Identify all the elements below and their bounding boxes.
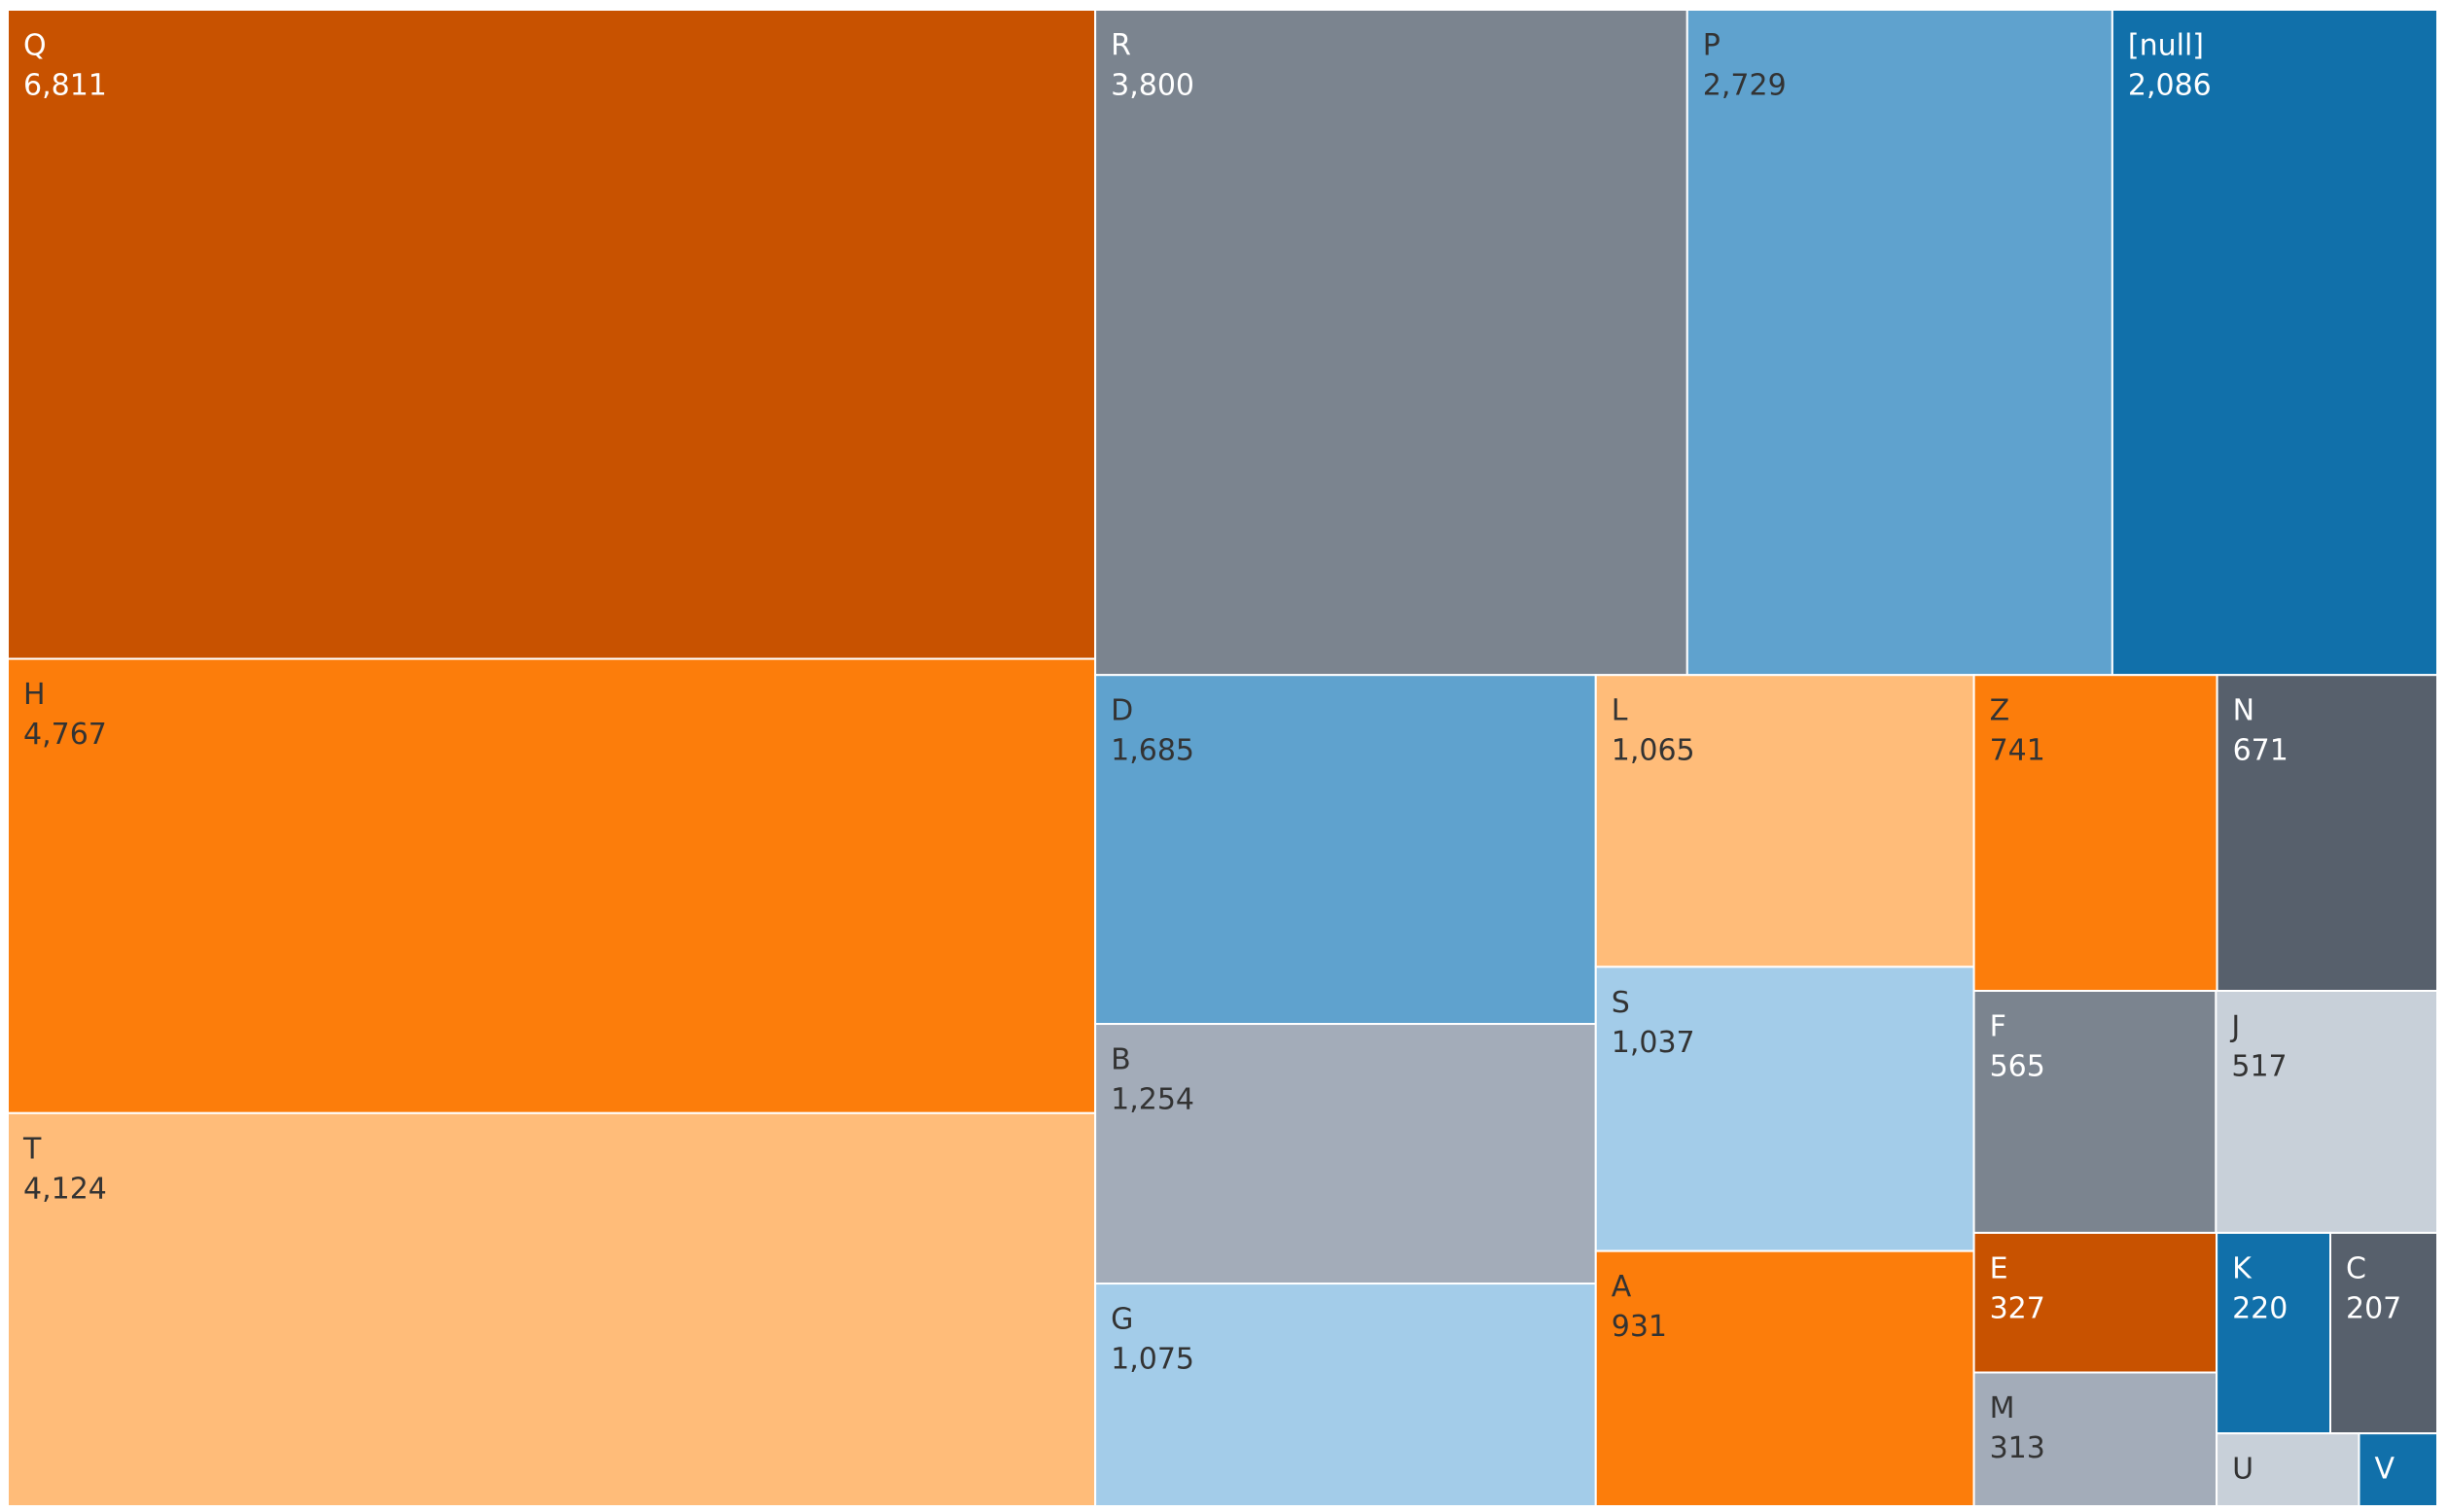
tile-label: G bbox=[1111, 1303, 1133, 1337]
tile bbox=[2216, 1231, 2332, 1435]
tile-label: R bbox=[1111, 29, 1131, 63]
tile-value: 1,065 bbox=[1612, 734, 1695, 768]
tile-label: A bbox=[1612, 1270, 1632, 1304]
tile-label: Z bbox=[1990, 694, 2010, 728]
tile-label: U bbox=[2232, 1453, 2253, 1487]
tile-label: V bbox=[2374, 1453, 2395, 1487]
tile-value: 327 bbox=[1990, 1291, 2045, 1325]
tile-value: 931 bbox=[1612, 1310, 1667, 1344]
tile-label: B bbox=[1111, 1043, 1131, 1077]
tile-label: F bbox=[1990, 1010, 2006, 1044]
tile bbox=[1594, 1249, 1975, 1508]
tile-value: 671 bbox=[2233, 734, 2288, 768]
tile bbox=[1972, 1371, 2218, 1507]
tile-label: M bbox=[1990, 1391, 2015, 1425]
tile-value: 6,811 bbox=[23, 69, 107, 103]
tile bbox=[2216, 1432, 2360, 1507]
tile-value: 1,685 bbox=[1111, 734, 1194, 768]
tile-value: 2,086 bbox=[2128, 69, 2212, 103]
tile-label: L bbox=[1612, 694, 1628, 728]
tile-label: J bbox=[2229, 1010, 2240, 1044]
tile bbox=[2215, 990, 2438, 1234]
tile bbox=[1972, 990, 2217, 1234]
tile-value: 207 bbox=[2346, 1291, 2401, 1325]
tile bbox=[2358, 1432, 2438, 1507]
tile bbox=[7, 657, 1097, 1114]
tile bbox=[2216, 674, 2438, 993]
tile bbox=[1094, 1283, 1597, 1508]
tile-value: 4,124 bbox=[23, 1172, 107, 1206]
tile-value: 1,037 bbox=[1612, 1026, 1695, 1060]
tile bbox=[7, 9, 1097, 660]
tile-value: 313 bbox=[1990, 1431, 2045, 1465]
tile-value: 4,767 bbox=[23, 718, 107, 752]
tile bbox=[1594, 966, 1975, 1252]
tile-label: H bbox=[23, 678, 46, 712]
tile bbox=[1972, 1231, 2218, 1374]
tile-label: N bbox=[2233, 694, 2254, 728]
tile bbox=[1094, 1023, 1597, 1285]
tile-value: 1,075 bbox=[1111, 1343, 1194, 1377]
tile-label: [null] bbox=[2128, 29, 2204, 63]
tile-value: 565 bbox=[1990, 1050, 2045, 1084]
tile-label: C bbox=[2346, 1251, 2366, 1285]
tile-label: Q bbox=[23, 29, 47, 63]
tile bbox=[2111, 9, 2439, 677]
tile-label: T bbox=[22, 1132, 42, 1166]
tile bbox=[1594, 674, 1975, 968]
tile bbox=[1685, 9, 2113, 677]
tile-label: P bbox=[1703, 29, 1721, 63]
tile bbox=[7, 1111, 1097, 1507]
tile-value: 1,254 bbox=[1111, 1083, 1194, 1117]
tile-value: 517 bbox=[2231, 1050, 2287, 1084]
tile-value: 741 bbox=[1990, 734, 2045, 768]
tile bbox=[1094, 674, 1597, 1026]
tile-value: 2,729 bbox=[1703, 69, 1787, 103]
tile bbox=[1972, 674, 2218, 993]
tile-value: 220 bbox=[2232, 1291, 2288, 1325]
tile bbox=[1094, 9, 1688, 677]
tile-label: D bbox=[1111, 694, 1133, 728]
tile-label: E bbox=[1990, 1251, 2008, 1285]
tile-value: 3,800 bbox=[1111, 69, 1194, 103]
tile-label: S bbox=[1612, 986, 1630, 1020]
tile-label: K bbox=[2232, 1251, 2253, 1285]
